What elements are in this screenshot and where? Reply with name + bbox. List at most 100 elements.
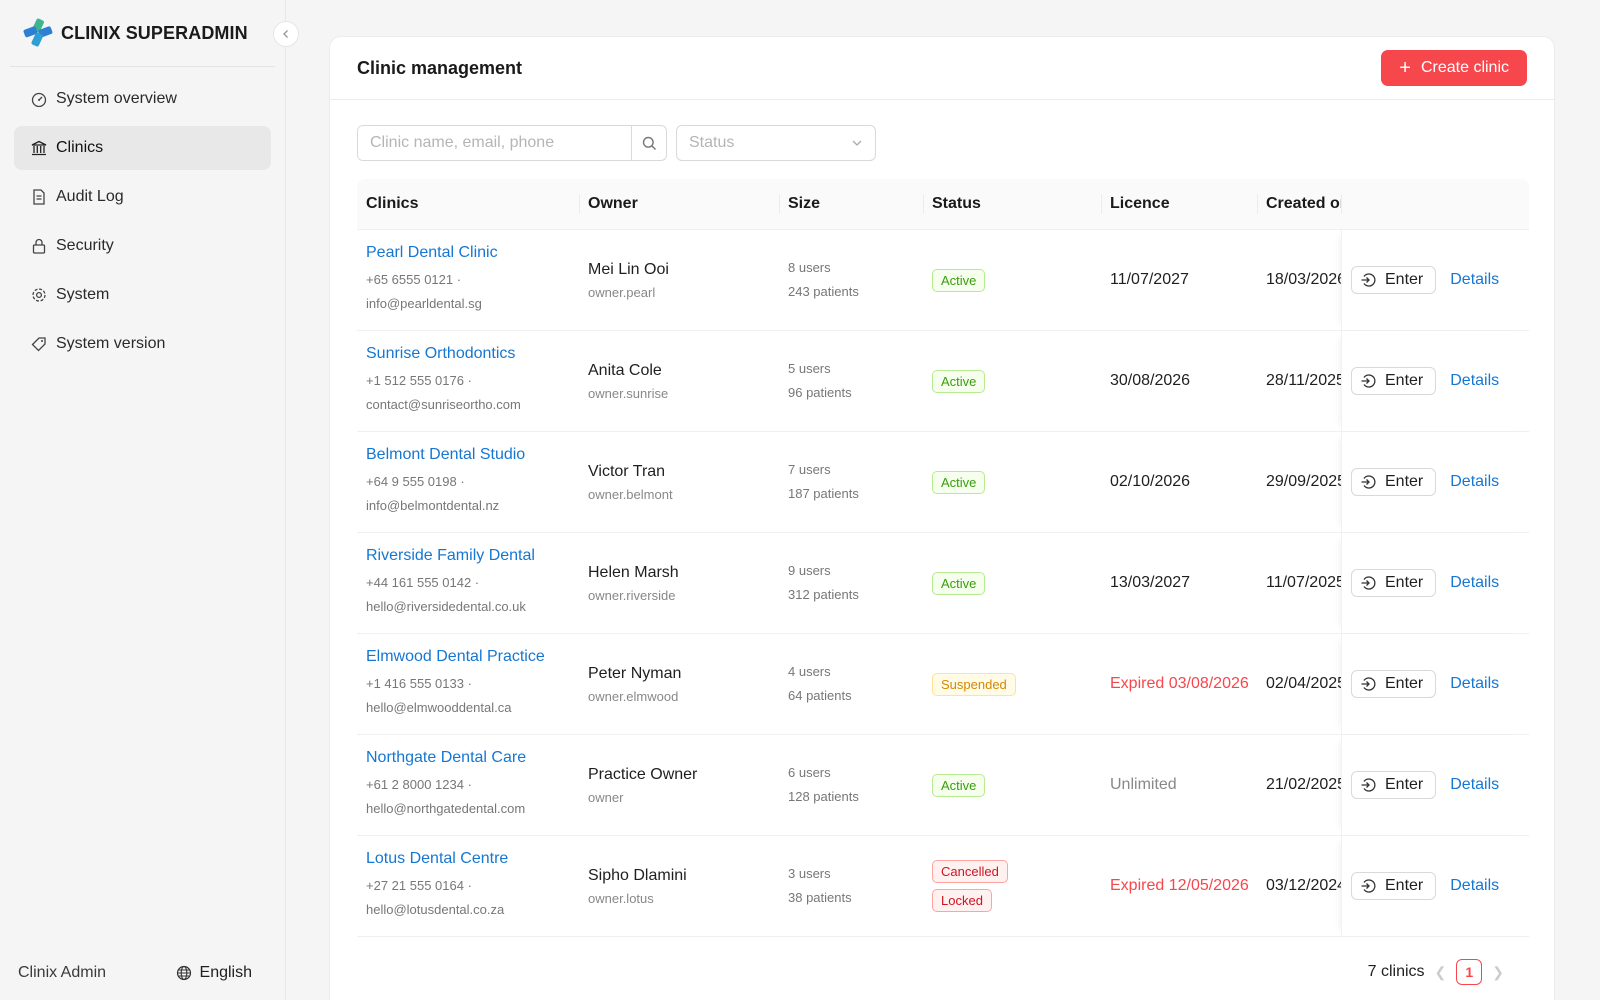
column-header-size: Size	[779, 179, 923, 229]
licence-cell: 02/10/2026	[1101, 432, 1257, 532]
status-badge: Active	[932, 369, 986, 393]
table-row: Lotus Dental Centre +27 21 555 0164 · he…	[357, 836, 1529, 937]
sidebar-item-system-version[interactable]: System version	[14, 322, 271, 366]
sidebar-item-audit-log[interactable]: Audit Log	[14, 175, 271, 219]
created-cell: 11/07/2025	[1257, 533, 1341, 633]
owner-username: owner.belmont	[588, 486, 673, 502]
search-input[interactable]	[358, 126, 631, 160]
search-button[interactable]	[631, 126, 666, 160]
enter-label: Enter	[1385, 877, 1424, 894]
language-label: English	[199, 964, 252, 981]
patient-count: 128 patients	[788, 789, 859, 804]
status-cell: Cancelled Locked	[923, 836, 1101, 936]
created-cell: 21/02/2025	[1257, 735, 1341, 835]
enter-clinic-button[interactable]: Enter	[1351, 872, 1437, 900]
prev-page-icon[interactable]: ❮	[1434, 963, 1447, 980]
owner-cell: Practice Owner owner	[579, 735, 779, 835]
clinic-phone: +44 161 555 0142 ·	[366, 575, 480, 590]
next-page-icon[interactable]: ❯	[1492, 963, 1504, 980]
clinic-phone: +64 9 555 0198 ·	[366, 474, 465, 489]
clinic-name-link[interactable]: Northgate Dental Care	[366, 749, 527, 766]
enter-clinic-button[interactable]: Enter	[1351, 266, 1437, 294]
table-row: Northgate Dental Care +61 2 8000 1234 · …	[357, 735, 1529, 836]
login-icon	[1361, 879, 1376, 893]
sidebar-item-clinics[interactable]: Clinics	[14, 126, 271, 170]
card-header: Clinic management + Create clinic	[330, 37, 1554, 100]
clinic-email: hello@lotusdental.co.za	[366, 902, 505, 917]
enter-clinic-button[interactable]: Enter	[1351, 670, 1437, 698]
licence-cell: 13/03/2027	[1101, 533, 1257, 633]
details-link[interactable]: Details	[1450, 271, 1500, 288]
current-user[interactable]: Clinix Admin	[18, 964, 107, 981]
enter-clinic-button[interactable]: Enter	[1351, 771, 1437, 799]
clinic-name-link[interactable]: Sunrise Orthodontics	[366, 345, 516, 362]
clinic-email: hello@elmwooddental.ca	[366, 700, 512, 715]
clinic-name-link[interactable]: Riverside Family Dental	[366, 547, 535, 564]
owner-username: owner.riverside	[588, 587, 676, 603]
file-icon	[31, 189, 47, 205]
filters: Status	[357, 125, 876, 161]
bank-icon	[31, 140, 47, 156]
page-number-current[interactable]: 1	[1456, 959, 1483, 985]
enter-clinic-button[interactable]: Enter	[1351, 569, 1437, 597]
clinic-email: hello@northgatedental.com	[366, 801, 526, 816]
created-cell: 02/04/2025	[1257, 634, 1341, 734]
licence-cell: Expired 03/08/2026	[1101, 634, 1257, 734]
status-cell: Active	[923, 331, 1101, 431]
sidebar-item-security[interactable]: Security	[14, 224, 271, 268]
clinic-email: info@pearldental.sg	[366, 296, 482, 311]
clinic-phone: +61 2 8000 1234 ·	[366, 777, 472, 792]
create-clinic-button[interactable]: + Create clinic	[1381, 50, 1527, 86]
language-selector[interactable]: English	[176, 964, 252, 982]
created-cell: 03/12/2024	[1257, 836, 1341, 936]
clinic-name-link[interactable]: Pearl Dental Clinic	[366, 244, 498, 261]
total-count: 7 clinics	[1367, 963, 1425, 980]
login-icon	[1361, 273, 1376, 287]
sidebar-footer: Clinix Admin English	[0, 964, 286, 982]
status-select[interactable]: Status	[676, 125, 876, 161]
status-badge: Cancelled	[932, 860, 1008, 883]
clinic-cell: Lotus Dental Centre +27 21 555 0164 · he…	[357, 836, 579, 936]
clinic-name-link[interactable]: Belmont Dental Studio	[366, 446, 526, 463]
status-placeholder: Status	[689, 134, 735, 151]
chevron-left-icon	[283, 30, 288, 38]
size-cell: 6 users 128 patients	[779, 735, 923, 835]
column-header-status: Status	[923, 179, 1101, 229]
owner-username: owner.sunrise	[588, 385, 669, 401]
details-link[interactable]: Details	[1450, 776, 1500, 793]
clinic-name-link[interactable]: Lotus Dental Centre	[366, 850, 509, 867]
column-header-licence: Licence	[1101, 179, 1257, 229]
clinic-phone: +27 21 555 0164 ·	[366, 878, 472, 893]
pagination: 7 clinics ❮ 1 ❯	[1368, 959, 1514, 985]
patient-count: 312 patients	[788, 587, 859, 602]
sidebar-item-system[interactable]: System	[14, 273, 271, 317]
created-date: 28/11/2025	[1266, 372, 1341, 389]
search-icon	[642, 136, 656, 150]
licence-value: 11/07/2027	[1110, 271, 1189, 288]
details-link[interactable]: Details	[1450, 473, 1500, 490]
enter-label: Enter	[1385, 675, 1424, 692]
licence-cell: Expired 12/05/2026	[1101, 836, 1257, 936]
clinic-cell: Northgate Dental Care +61 2 8000 1234 · …	[357, 735, 579, 835]
licence-value: 30/08/2026	[1110, 372, 1191, 389]
enter-clinic-button[interactable]: Enter	[1351, 468, 1437, 496]
clinic-name-link[interactable]: Elmwood Dental Practice	[366, 648, 545, 665]
patient-count: 243 patients	[788, 284, 859, 299]
clinic-cell: Riverside Family Dental +44 161 555 0142…	[357, 533, 579, 633]
clinic-phone: +1 416 555 0133 ·	[366, 676, 472, 691]
details-link[interactable]: Details	[1450, 675, 1500, 692]
details-link[interactable]: Details	[1450, 372, 1500, 389]
login-icon	[1361, 677, 1376, 691]
status-cell: Active	[923, 735, 1101, 835]
gear-icon	[31, 287, 47, 303]
details-link[interactable]: Details	[1450, 574, 1500, 591]
collapse-sidebar-button[interactable]	[273, 21, 299, 47]
details-link[interactable]: Details	[1450, 877, 1500, 894]
owner-cell: Mei Lin Ooi owner.pearl	[579, 230, 779, 330]
sidebar-item-system-overview[interactable]: System overview	[14, 77, 271, 121]
chevron-down-icon	[852, 140, 862, 146]
clinic-email: hello@riversidedental.co.uk	[366, 599, 526, 614]
status-badge: Active	[932, 470, 986, 494]
create-clinic-label: Create clinic	[1420, 59, 1509, 76]
enter-clinic-button[interactable]: Enter	[1351, 367, 1437, 395]
